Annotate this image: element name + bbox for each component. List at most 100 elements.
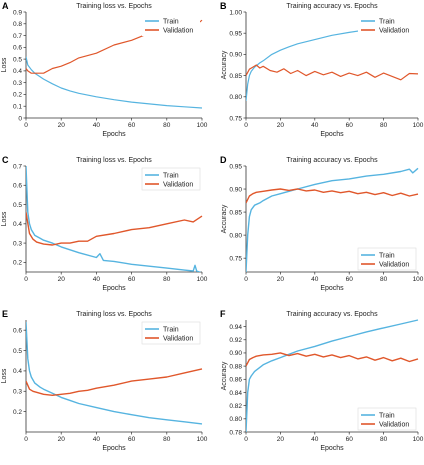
y-tick-label: 0.2 [13, 92, 22, 99]
x-tick-label: 60 [346, 276, 354, 283]
x-tick-label: 40 [93, 122, 101, 129]
y-tick-label: 0.78 [229, 429, 242, 436]
panel-label: D [220, 155, 227, 165]
series-line-train [26, 56, 203, 109]
series-line-train [246, 319, 419, 432]
legend-label-validation: Validation [379, 422, 409, 429]
x-tick-label: 100 [413, 436, 424, 443]
legend: Train Validation [141, 167, 201, 191]
legend-label-train: Train [379, 253, 395, 260]
panel-label: F [220, 309, 226, 319]
x-tick-label: 40 [311, 276, 319, 283]
legend-label-validation: Validation [163, 28, 193, 35]
y-tick-label: 0.3 [13, 389, 22, 396]
x-tick-label: 40 [311, 436, 319, 443]
x-axis-label: Epochs [102, 285, 126, 292]
y-tick-label: 0.6 [13, 183, 22, 190]
legend: Train Validation [141, 321, 201, 345]
x-tick-label: 0 [244, 436, 248, 443]
legend-label-validation: Validation [163, 336, 193, 343]
y-axis-label: Loss [1, 57, 8, 72]
y-tick-label: 0.92 [229, 337, 242, 344]
x-tick-label: 20 [58, 276, 66, 283]
y-tick-label: 0.75 [229, 255, 242, 262]
y-tick-label: 0.5 [13, 202, 22, 209]
x-tick-label: 20 [58, 122, 66, 129]
legend-label-train: Train [163, 19, 179, 26]
y-tick-label: 0.82 [229, 403, 242, 410]
x-tick-label: 60 [128, 122, 136, 129]
y-tick-label: 0.1 [13, 104, 22, 111]
x-tick-label: 60 [346, 122, 354, 129]
legend-label-train: Train [163, 173, 179, 180]
x-tick-label: 80 [380, 122, 388, 129]
y-tick-label: 0.4 [13, 368, 22, 375]
chart-panel-E: E Training loss vs. Epochs 0 20 40 60 80 100 0.2… [1, 309, 208, 452]
y-tick-label: 0.4 [13, 68, 22, 75]
x-tick-label: 20 [277, 436, 285, 443]
chart-title: Training loss vs. Epochs [76, 311, 152, 318]
x-tick-label: 0 [24, 122, 28, 129]
chart-panel-B: B Training accuracy vs. Epochs 0 20 40 60 80 10… [220, 1, 424, 138]
legend: Train Validation [357, 247, 417, 271]
x-tick-label: 80 [163, 122, 171, 129]
y-tick-label: 0.85 [229, 209, 242, 216]
legend-label-train: Train [379, 19, 395, 26]
y-tick-label: 0.80 [229, 94, 242, 101]
x-axis-label: Epochs [320, 285, 344, 292]
chart-panel-D: D Training accuracy vs. Epochs 0 20 40 60 80 10… [220, 155, 424, 292]
panel-label: A [2, 1, 9, 11]
x-tick-label: 0 [24, 276, 28, 283]
x-tick-label: 100 [197, 122, 208, 129]
x-tick-label: 100 [197, 276, 208, 283]
x-tick-label: 0 [244, 122, 248, 129]
x-tick-label: 60 [128, 276, 136, 283]
series-line-validation [246, 64, 419, 81]
x-tick-label: 0 [244, 276, 248, 283]
y-tick-label: 0.84 [229, 390, 242, 397]
y-tick-label: 0.90 [229, 52, 242, 59]
series-line-validation [26, 212, 203, 246]
y-tick-label: 0.95 [229, 31, 242, 38]
chart-panel-A: A Training loss vs. Epochs 0 20 40 60 80 100 0 0.… [1, 1, 208, 138]
chart-panel-C: C Training loss vs. Epochs 0 20 40 60 80 100 0.2… [1, 155, 208, 292]
y-axis-label: Loss [1, 211, 8, 226]
panel-label: C [2, 155, 9, 165]
y-tick-label: 0.95 [229, 163, 242, 170]
x-tick-label: 20 [277, 122, 285, 129]
chart-title: Training accuracy vs. Epochs [286, 157, 378, 164]
chart-title: Training accuracy vs. Epochs [286, 3, 378, 10]
series-line-train [26, 165, 202, 272]
x-tick-label: 20 [58, 436, 66, 443]
y-tick-label: 0.6 [13, 45, 22, 52]
x-tick-label: 100 [413, 122, 424, 129]
x-axis-label: Epochs [102, 131, 126, 138]
x-tick-label: 100 [413, 276, 424, 283]
legend-label-train: Train [163, 327, 179, 334]
x-tick-label: 80 [380, 276, 388, 283]
x-tick-label: 40 [93, 436, 101, 443]
legend: Train Validation [357, 407, 417, 431]
y-tick-label: 0.80 [229, 232, 242, 239]
legend-label-validation: Validation [379, 262, 409, 269]
legend-label-train: Train [379, 413, 395, 420]
y-tick-label: 0.7 [13, 163, 22, 170]
x-tick-label: 40 [311, 122, 319, 129]
y-tick-label: 0.6 [13, 327, 22, 334]
y-tick-label: 0.94 [229, 324, 242, 331]
series-line-train [26, 321, 203, 425]
y-axis-label: Accuracy [221, 361, 228, 390]
series-line-validation [246, 352, 419, 367]
y-tick-label: 0.85 [229, 73, 242, 80]
x-tick-label: 80 [380, 436, 388, 443]
y-tick-label: 0.88 [229, 363, 242, 370]
x-tick-label: 60 [128, 436, 136, 443]
y-axis-label: Accuracy [221, 50, 228, 79]
x-tick-label: 20 [277, 276, 285, 283]
x-tick-label: 40 [93, 276, 101, 283]
y-tick-label: 0.2 [13, 409, 22, 416]
y-tick-label: 0.3 [13, 80, 22, 87]
panel-label: E [2, 309, 8, 319]
